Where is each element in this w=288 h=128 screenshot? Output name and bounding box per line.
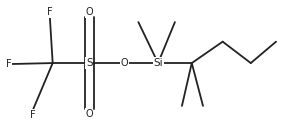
Text: O: O — [120, 58, 128, 68]
Text: S: S — [86, 58, 92, 68]
Text: Si: Si — [153, 58, 163, 68]
Text: F: F — [6, 59, 12, 69]
Text: F: F — [47, 7, 53, 17]
Text: O: O — [86, 7, 93, 17]
Text: O: O — [86, 109, 93, 119]
Text: F: F — [30, 110, 36, 120]
